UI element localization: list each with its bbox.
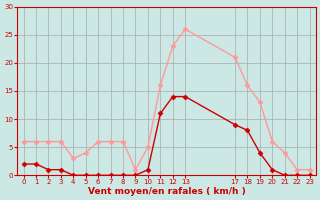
X-axis label: Vent moyen/en rafales ( km/h ): Vent moyen/en rafales ( km/h ) bbox=[88, 187, 245, 196]
